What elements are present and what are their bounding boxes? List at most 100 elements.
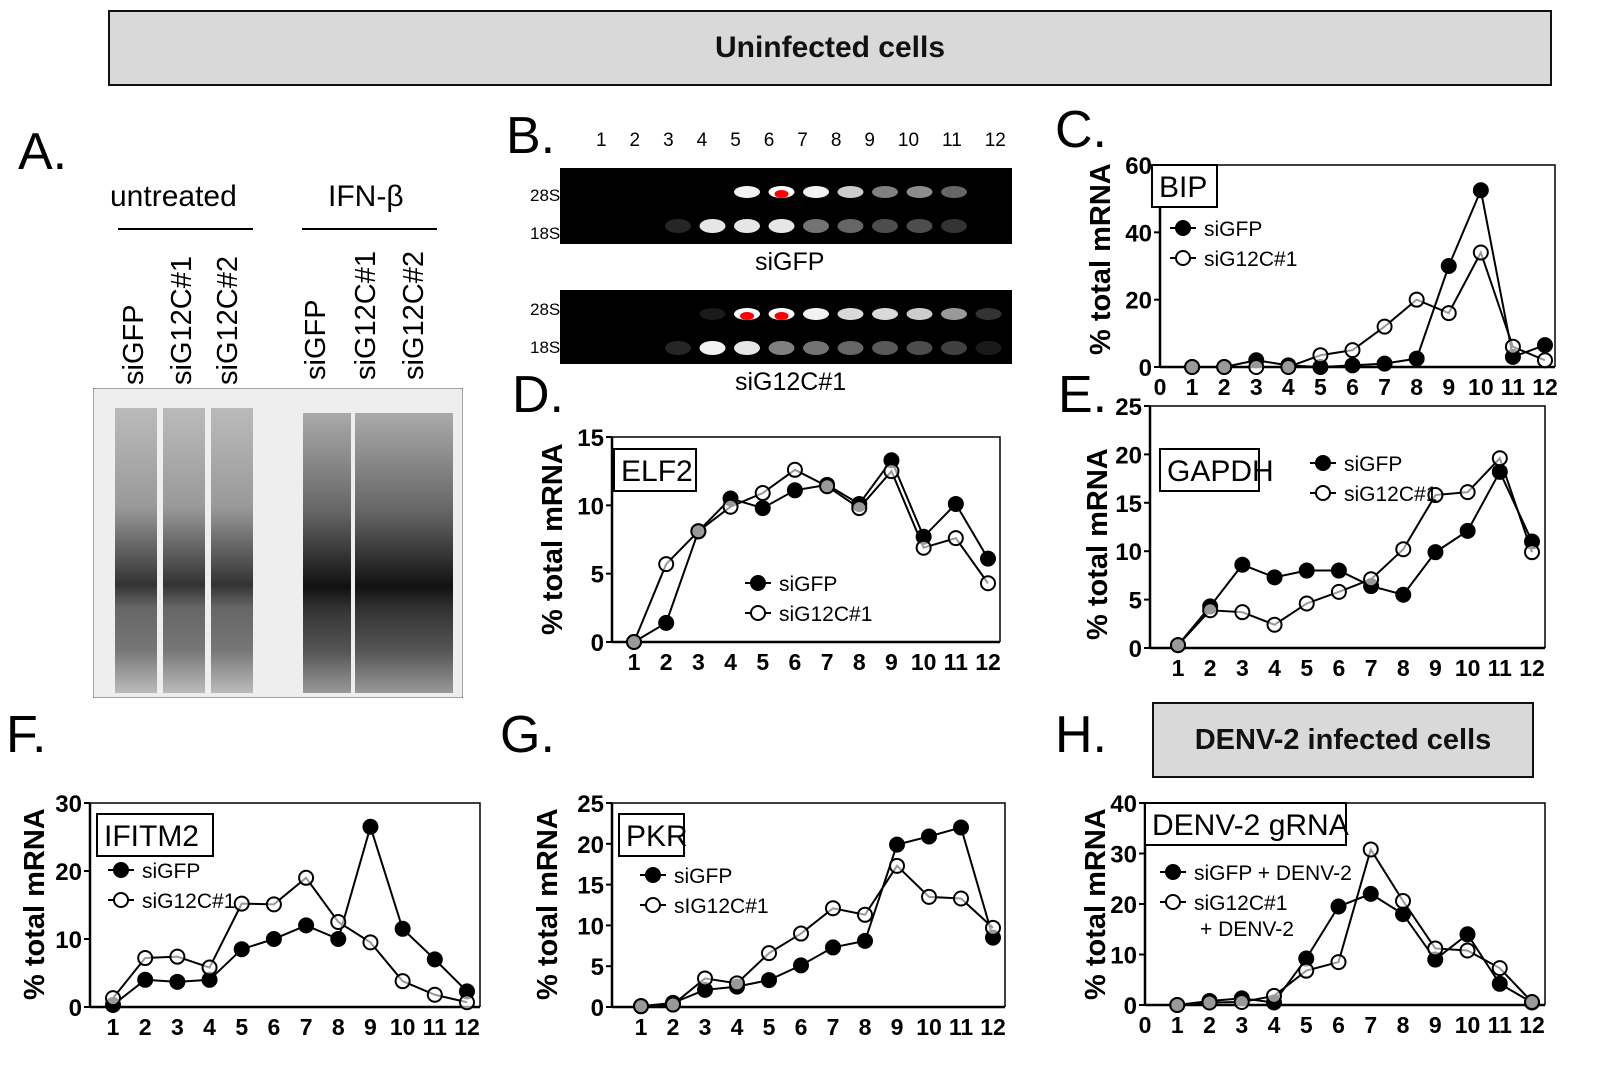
- legend-marker: [645, 867, 661, 883]
- chart-title-box: [618, 813, 685, 857]
- band-18s: [837, 219, 864, 233]
- data-point: [1363, 571, 1380, 588]
- data-point: [1248, 359, 1265, 375]
- x-tick-label: 6: [1346, 374, 1359, 400]
- data-point: [1524, 544, 1540, 561]
- band-28s: [837, 186, 864, 198]
- x-tick-label: 5: [756, 649, 769, 675]
- y-axis-label: % total mRNA: [1082, 448, 1114, 640]
- y-axis-label: % total mRNA: [532, 808, 564, 1000]
- panel-label-f: F.: [6, 706, 47, 764]
- data-point: [1472, 182, 1489, 199]
- x-tick-label: 10: [390, 1014, 416, 1040]
- x-tick-label: 2: [660, 649, 673, 675]
- band-18s: [665, 341, 691, 355]
- panel-label-g: G.: [500, 706, 555, 764]
- y-tick-label: 40: [1110, 791, 1137, 818]
- data-point: [1376, 355, 1393, 372]
- gel-label: siG12C#1: [735, 368, 847, 396]
- x-tick-label: 7: [1364, 1012, 1377, 1038]
- data-point: [1202, 602, 1219, 619]
- x-tick-label: 5: [763, 1014, 776, 1040]
- data-point: [947, 530, 964, 547]
- x-tick-label: 1: [107, 1014, 120, 1040]
- legend-label: siGFP: [142, 860, 200, 883]
- data-point: [1344, 357, 1361, 374]
- data-point: [330, 931, 347, 947]
- data-point: [1330, 583, 1347, 600]
- data-point: [1170, 637, 1186, 654]
- series-line: [1177, 469, 1533, 646]
- chart-title-box: [1151, 164, 1218, 208]
- x-tick-label: 4: [1268, 1012, 1281, 1038]
- data-point: [754, 500, 771, 517]
- y-tick-label: 15: [1115, 491, 1142, 518]
- data-point: [825, 939, 841, 956]
- x-tick-label: 1: [1171, 1012, 1184, 1038]
- data-point: [1408, 350, 1425, 367]
- data-point: [1298, 595, 1315, 612]
- panel-label-d: D.: [512, 366, 564, 424]
- chart-title-box: [1159, 448, 1260, 492]
- data-point: [889, 857, 905, 874]
- group-label-untreated: untreated: [110, 180, 237, 213]
- data-point: [1169, 997, 1186, 1013]
- x-tick-label: 12: [980, 1014, 1006, 1040]
- y-tick-label: 10: [55, 927, 82, 954]
- data-point: [1376, 318, 1393, 335]
- data-point: [729, 975, 745, 992]
- data-point: [665, 996, 681, 1013]
- y-axis-label: % total mRNA: [537, 443, 569, 635]
- band-28s: [872, 186, 898, 198]
- data-point: [722, 498, 739, 515]
- data-point: [980, 550, 996, 567]
- group-label-ifn: IFN-β: [328, 180, 404, 213]
- data-point: [1344, 342, 1361, 359]
- data-point: [394, 920, 411, 937]
- legend-label: sIG12C#1: [674, 895, 769, 918]
- x-tick-label: 9: [1442, 374, 1455, 400]
- legend-marker: [1315, 485, 1331, 501]
- y-tick-label: 0: [591, 630, 604, 657]
- data-point: [1459, 942, 1476, 959]
- chart-title-box: [613, 448, 697, 492]
- y-tick-label: 20: [577, 832, 604, 859]
- data-point: [169, 973, 186, 990]
- band-18s: [975, 341, 1002, 355]
- data-point: [1362, 841, 1379, 858]
- data-point: [137, 971, 154, 988]
- x-tick-label: 6: [1332, 1012, 1345, 1038]
- saturated-band: [740, 312, 754, 320]
- data-point: [953, 819, 969, 836]
- data-point: [1395, 892, 1411, 909]
- y-tick-label: 20: [1110, 892, 1137, 919]
- chart-title: ELF2: [621, 455, 693, 488]
- y-tick-label: 0: [69, 995, 82, 1022]
- legend-label: siGFP + DENV-2: [1194, 862, 1352, 885]
- x-tick-label: 11: [944, 649, 969, 675]
- x-tick-label: 7: [1365, 655, 1378, 681]
- data-point: [1459, 522, 1476, 539]
- x-tick-label: 8: [1397, 655, 1410, 681]
- x-tick-label: 1: [1186, 374, 1199, 400]
- band-18s: [872, 341, 898, 355]
- data-point: [1266, 616, 1283, 633]
- infected-banner: DENV-2 infected cells: [1152, 702, 1534, 778]
- data-point: [793, 925, 809, 942]
- marker-18s: 18S →: [530, 338, 582, 357]
- x-tick-label: 7: [1378, 374, 1391, 400]
- data-point: [298, 917, 315, 934]
- x-tick-label: 10: [1468, 374, 1494, 400]
- data-point: [1233, 993, 1250, 1010]
- data-point: [1395, 586, 1412, 603]
- band-28s: [699, 308, 726, 320]
- data-point: [330, 914, 347, 930]
- series-line: [1192, 186, 1546, 369]
- x-tick-label: 2: [1203, 1012, 1216, 1038]
- y-tick-label: 30: [1110, 842, 1137, 869]
- data-point: [1537, 337, 1553, 354]
- chart-title: GAPDH: [1167, 455, 1274, 488]
